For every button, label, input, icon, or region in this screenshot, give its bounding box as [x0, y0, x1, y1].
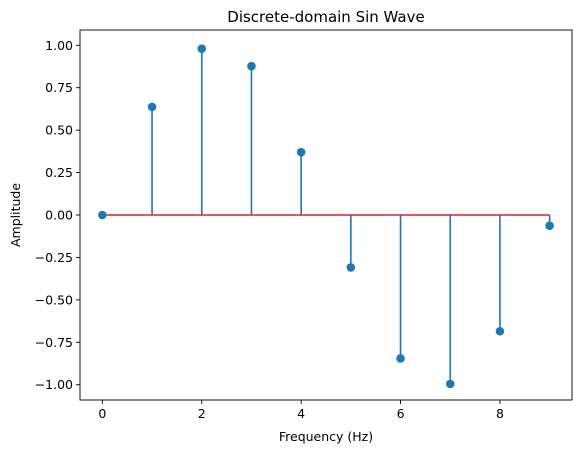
y-ticks: −1.00 −0.75 −0.50 −0.25 0.00 0.25 0.50 0.75 1.00 — [35, 38, 80, 392]
y-tick-label: 0.00 — [45, 208, 73, 223]
x-tick-label: 8 — [496, 406, 504, 421]
x-ticks: 0 2 4 6 8 — [98, 400, 504, 421]
stems-layer — [151, 48, 551, 384]
y-tick-label: 1.00 — [45, 38, 73, 53]
y-tick-label: −0.25 — [35, 250, 73, 265]
y-axis-label: Amplitude — [8, 183, 23, 247]
stem-marker — [346, 263, 356, 272]
stem-marker — [445, 379, 455, 389]
markers-layer — [98, 44, 554, 389]
x-tick-label: 2 — [198, 406, 206, 421]
stem-marker — [296, 147, 306, 157]
y-tick-label: −0.50 — [35, 292, 73, 307]
y-tick-label: 0.75 — [45, 80, 73, 95]
chart-title: Discrete-domain Sin Wave — [227, 8, 424, 26]
x-tick-label: 0 — [98, 406, 106, 421]
stem-marker — [495, 326, 505, 336]
stem-marker — [545, 221, 554, 230]
stem-marker — [147, 102, 157, 112]
y-tick-label: 0.25 — [45, 165, 73, 180]
y-tick-label: 0.50 — [45, 123, 73, 138]
y-tick-label: −0.75 — [35, 335, 73, 350]
stem-marker — [247, 61, 256, 71]
x-tick-label: 6 — [397, 406, 405, 421]
stem-marker — [396, 354, 405, 363]
x-tick-label: 4 — [297, 406, 305, 421]
stem-marker — [197, 44, 207, 53]
x-axis-label: Frequency (Hz) — [279, 429, 373, 444]
stem-marker — [98, 210, 107, 220]
y-tick-label: −1.00 — [35, 377, 73, 392]
